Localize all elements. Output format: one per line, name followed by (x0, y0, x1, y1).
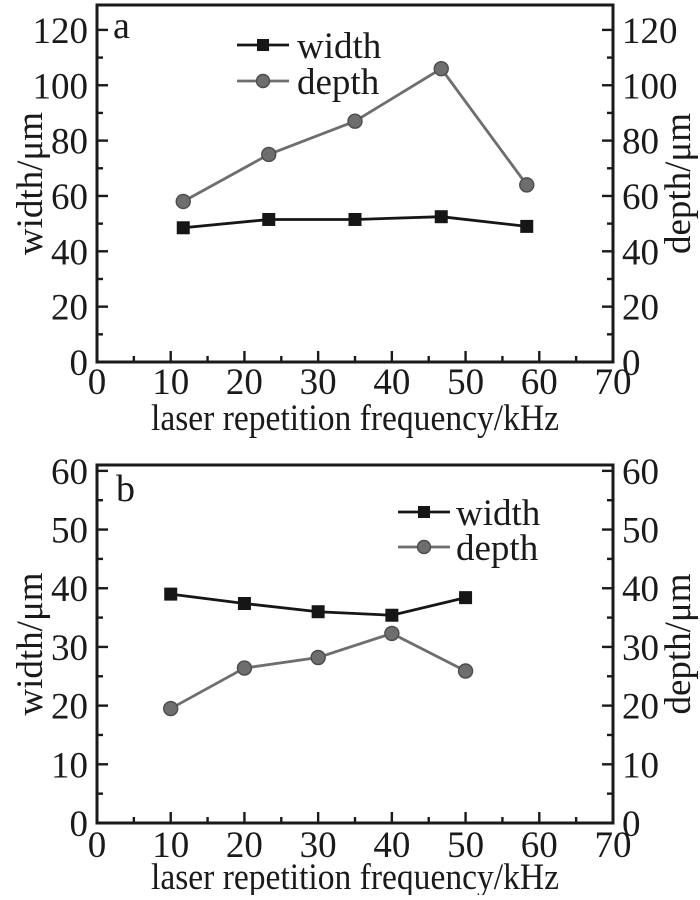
x-tick-label: 10 (152, 362, 189, 403)
y-tick-label-left: 30 (51, 628, 88, 669)
data-point-square (176, 221, 190, 235)
x-tick-label: 60 (521, 825, 558, 866)
data-point-square (237, 597, 251, 611)
y-tick-label-right: 20 (622, 288, 659, 329)
data-point-square (348, 212, 362, 226)
x-tick-label: 60 (521, 362, 558, 403)
y-tick-label-right: 0 (622, 804, 641, 845)
x-tick-label: 30 (300, 825, 337, 866)
x-tick-label: 0 (88, 362, 107, 403)
panel-letter: b (116, 468, 135, 510)
y-tick-label-left: 80 (51, 122, 88, 163)
y-tick-label-left: 100 (33, 66, 89, 107)
y-tick-label-right: 40 (622, 569, 659, 610)
x-axis-label: laser repetition frequency/kHz (151, 398, 559, 439)
y-tick-label-right: 120 (622, 11, 678, 52)
data-point-circle (236, 660, 253, 676)
y-tick-label-left: 0 (70, 343, 89, 384)
y-tick-label-left: 40 (51, 232, 88, 273)
data-point-square (385, 608, 399, 622)
y-tick-label-right: 20 (622, 687, 659, 728)
legend-item-width: width (398, 493, 541, 534)
y-axis-label-left: width/μm (10, 112, 51, 255)
data-point-square (520, 219, 534, 233)
data-point-circle (519, 177, 535, 193)
y-tick-label-left: 40 (51, 569, 88, 610)
y-tick-label-left: 60 (51, 452, 88, 493)
y-tick-label-right: 30 (622, 628, 659, 669)
x-tick-label: 20 (226, 825, 263, 866)
legend-label: depth (456, 528, 539, 569)
y-tick-label-left: 10 (51, 745, 88, 786)
data-point-square (434, 210, 448, 224)
y-tick-label-right: 60 (622, 177, 659, 218)
y-axis-label-right: depth/μm (658, 573, 699, 714)
y-tick-label-left: 0 (70, 804, 89, 845)
legend-item-depth: depth (398, 528, 539, 569)
series-depth (163, 625, 474, 717)
x-tick-label: 30 (300, 362, 337, 403)
data-point-square (311, 605, 325, 619)
y-tick-label-right: 80 (622, 122, 659, 163)
legend-item-depth: depth (237, 62, 380, 103)
series-depth (175, 60, 535, 210)
series-width (164, 587, 473, 622)
x-tick-label: 70 (595, 362, 632, 403)
x-tick-label: 50 (447, 825, 484, 866)
data-point-circle (310, 649, 326, 666)
data-point-square (262, 212, 276, 226)
legend-item-width: width (237, 26, 382, 67)
axis-ticks (95, 469, 615, 825)
series-depth-line (170, 631, 467, 710)
y-axis-label-left: width/μm (10, 572, 51, 715)
y-tick-label-left: 20 (51, 687, 88, 728)
x-tick-label: 20 (226, 362, 263, 403)
x-tick-label: 10 (152, 825, 189, 866)
legend-label: width (297, 26, 382, 67)
axis-ticks (95, 28, 615, 364)
x-tick-label: 70 (595, 825, 632, 866)
data-point-circle (163, 700, 179, 717)
x-axis-label: laser repetition frequency/kHz (151, 857, 559, 895)
x-tick-label: 40 (373, 825, 410, 866)
data-point-circle (261, 146, 277, 163)
data-point-square (164, 587, 178, 601)
x-tick-label: 40 (373, 362, 410, 403)
panel-letter: a (113, 5, 130, 47)
y-tick-label-right: 60 (622, 452, 659, 493)
legend-label: width (456, 493, 541, 534)
y-tick-label-left: 120 (33, 11, 89, 52)
y-tick-label-left: 60 (51, 177, 88, 218)
y-tick-label-left: 20 (51, 288, 88, 329)
legend-circle-marker (255, 73, 271, 89)
data-point-circle (175, 193, 191, 210)
data-point-circle (347, 113, 363, 129)
y-tick-label-right: 10 (622, 745, 659, 786)
y-tick-label-right: 40 (622, 232, 659, 273)
legend-label: depth (297, 62, 380, 103)
data-point-square (459, 591, 473, 605)
y-tick-label-left: 50 (51, 511, 88, 552)
y-tick-label-right: 100 (622, 66, 678, 107)
legend-circle-marker (416, 539, 432, 555)
data-point-circle (433, 60, 449, 77)
y-tick-label-right: 50 (622, 511, 659, 552)
legend-square-marker (418, 506, 430, 518)
x-tick-label: 0 (88, 825, 107, 866)
data-point-circle (457, 663, 474, 679)
series-width (176, 210, 534, 235)
data-point-circle (384, 625, 400, 642)
x-tick-label: 50 (447, 362, 484, 403)
y-axis-label-right: depth/μm (658, 113, 699, 254)
legend-square-marker (257, 39, 269, 51)
y-tick-label-right: 0 (622, 343, 641, 384)
